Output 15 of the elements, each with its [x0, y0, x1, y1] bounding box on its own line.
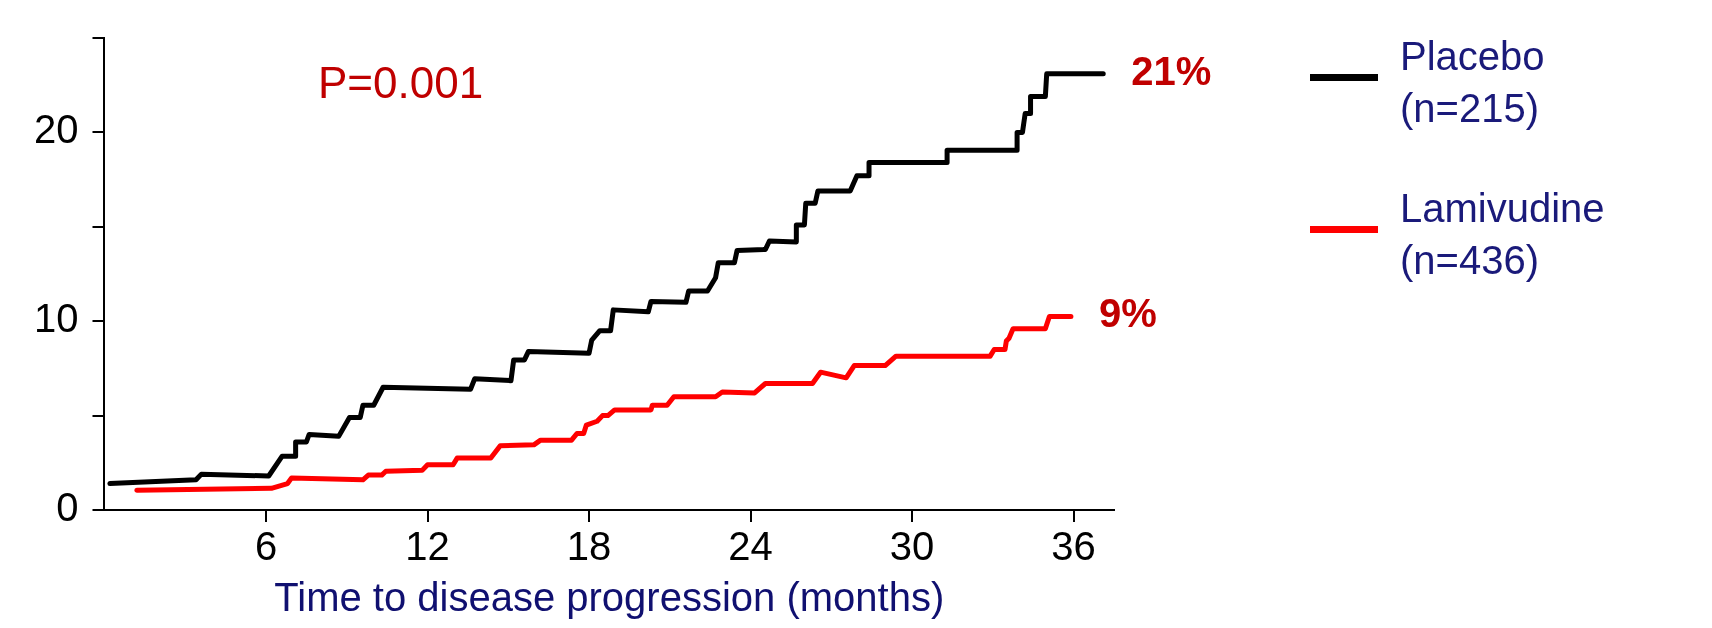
x-tick-label: 30 — [889, 524, 935, 569]
x-tick-label: 12 — [405, 524, 450, 569]
x-tick-label: 24 — [728, 524, 773, 569]
x-tick-label: 6 — [254, 524, 278, 569]
y-tick-label: 0 — [56, 485, 79, 530]
x-axis-title: Time to disease progression (months) — [274, 575, 945, 620]
legend-label: Lamivudine (n=436) — [1400, 185, 1606, 284]
x-tick-label: 18 — [566, 524, 612, 569]
x-tick-label: 36 — [1051, 524, 1096, 569]
annotation: 21% — [1131, 48, 1212, 93]
legend-label: Placebo (n=215) — [1400, 33, 1546, 132]
annotation: 9% — [1098, 290, 1157, 335]
annotation: P=0.001 — [318, 58, 484, 108]
y-tick-label: 10 — [33, 296, 79, 341]
y-tick-label: 20 — [33, 107, 79, 152]
